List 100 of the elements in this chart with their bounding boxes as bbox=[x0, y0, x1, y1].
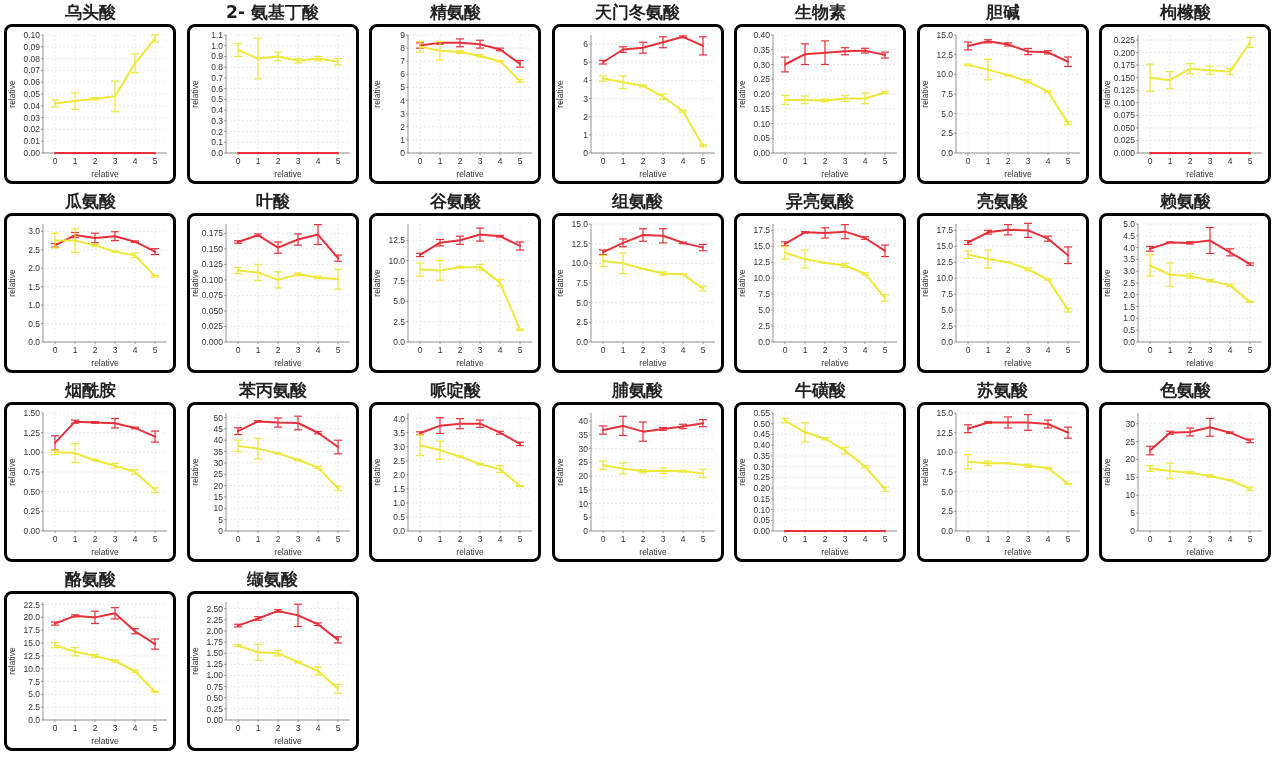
line-series bbox=[236, 420, 339, 449]
x-tick-label: 1 bbox=[1167, 534, 1173, 544]
x-tick-label: 4 bbox=[862, 156, 868, 166]
x-axis-title: relative bbox=[1186, 547, 1214, 557]
y-tick-label: 15.0 bbox=[23, 638, 41, 649]
x-tick-label: 1 bbox=[72, 534, 78, 544]
x-tick-label: 0 bbox=[52, 156, 58, 166]
y-tick-label: 1.50 bbox=[23, 408, 41, 418]
y-tick-label: 25 bbox=[578, 457, 588, 468]
x-tick-label: 1 bbox=[255, 723, 261, 733]
x-tick-label: 3 bbox=[1207, 534, 1213, 544]
y-axis-title: relative bbox=[372, 80, 382, 108]
x-tick-label: 3 bbox=[112, 723, 118, 733]
x-tick-label: 2 bbox=[275, 345, 281, 355]
chart-title: 苏氨酸 bbox=[976, 380, 1029, 400]
x-tick-label: 0 bbox=[965, 156, 971, 166]
y-tick-label: 0.08 bbox=[23, 53, 41, 64]
y-axis-title: relative bbox=[554, 269, 565, 297]
x-tick-label: 4 bbox=[680, 345, 686, 355]
x-tick-label: 0 bbox=[417, 534, 423, 544]
y-axis-title: relative bbox=[372, 269, 382, 297]
x-axis-title: relative bbox=[91, 547, 119, 557]
y-tick-label: 4.0 bbox=[1123, 242, 1136, 253]
x-tick-label: 4 bbox=[1045, 534, 1051, 544]
y-tick-label: 7.5 bbox=[393, 275, 406, 286]
x-tick-label: 5 bbox=[882, 534, 888, 544]
y-tick-label: 0.35 bbox=[753, 450, 771, 461]
x-tick-label: 4 bbox=[497, 534, 503, 544]
x-tick-label: 0 bbox=[52, 345, 58, 355]
chart-title: 哌啶酸 bbox=[428, 380, 482, 400]
y-tick-label: 1.5 bbox=[1123, 301, 1136, 312]
y-axis-title: relative bbox=[919, 269, 930, 297]
x-tick-label: 4 bbox=[132, 723, 138, 733]
y-tick-label: 0.75 bbox=[205, 681, 223, 692]
x-tick-label: 0 bbox=[235, 534, 241, 544]
x-tick-label: 3 bbox=[295, 156, 301, 166]
chart-title: 2- 氨基丁酸 bbox=[225, 2, 320, 22]
y-tick-label: 0.10 bbox=[753, 118, 771, 129]
x-tick-label: 5 bbox=[152, 345, 158, 355]
y-tick-label: 0 bbox=[217, 526, 223, 536]
x-tick-label: 4 bbox=[1227, 156, 1233, 166]
x-tick-label: 3 bbox=[112, 156, 118, 166]
x-tick-label: 5 bbox=[335, 156, 341, 166]
y-tick-label: 0.4 bbox=[210, 105, 223, 116]
y-tick-label: 0.0 bbox=[575, 337, 588, 347]
y-tick-label: 0.5 bbox=[28, 318, 41, 329]
x-axis-title: relative bbox=[638, 358, 667, 368]
y-tick-label: 9 bbox=[400, 30, 406, 40]
y-tick-label: 4.0 bbox=[393, 413, 406, 424]
y-tick-label: 25 bbox=[213, 469, 223, 480]
y-tick-label: 0.0 bbox=[940, 148, 953, 158]
y-tick-label: 0.02 bbox=[23, 124, 41, 135]
x-tick-label: 4 bbox=[1227, 534, 1233, 544]
y-tick-label: 2.0 bbox=[28, 263, 41, 274]
y-tick-label: 0.45 bbox=[753, 429, 771, 440]
x-axis-title: relative bbox=[821, 358, 849, 368]
y-tick-label: 17.5 bbox=[753, 225, 771, 236]
line-series bbox=[966, 40, 1069, 63]
y-tick-label: 35 bbox=[213, 446, 223, 457]
x-tick-label: 5 bbox=[1065, 345, 1071, 355]
y-tick-label: 17.5 bbox=[23, 625, 41, 636]
y-tick-label: 1.00 bbox=[23, 447, 41, 458]
chart-title: 枸橼酸 bbox=[1158, 2, 1212, 22]
x-tick-label: 3 bbox=[660, 534, 666, 544]
y-tick-label: 0.00 bbox=[23, 148, 41, 158]
x-axis-title: relative bbox=[821, 547, 849, 557]
y-tick-label: 1.25 bbox=[205, 659, 223, 670]
y-tick-label: 30 bbox=[1125, 418, 1136, 429]
x-tick-label: 4 bbox=[315, 345, 321, 355]
y-tick-label: 3 bbox=[400, 108, 406, 119]
y-tick-label: 30 bbox=[578, 443, 588, 454]
y-axis-title: relative bbox=[1102, 458, 1112, 486]
x-tick-label: 5 bbox=[517, 534, 523, 544]
x-tick-label: 3 bbox=[477, 156, 483, 166]
y-tick-label: 5 bbox=[1130, 508, 1136, 519]
y-tick-label: 7.5 bbox=[940, 89, 953, 99]
x-tick-label: 1 bbox=[72, 723, 78, 733]
x-tick-label: 1 bbox=[620, 534, 626, 544]
x-tick-label: 0 bbox=[52, 534, 58, 544]
y-tick-label: 5 bbox=[217, 514, 223, 525]
y-tick-label: 0 bbox=[582, 148, 588, 158]
y-tick-label: 2 bbox=[400, 121, 406, 132]
y-tick-label: 0.200 bbox=[1113, 47, 1136, 58]
y-tick-label: 2.5 bbox=[940, 321, 953, 332]
y-tick-label: 0.35 bbox=[753, 44, 771, 55]
y-tick-label: 6 bbox=[582, 39, 588, 50]
x-axis-title: relative bbox=[91, 169, 119, 179]
x-tick-label: 3 bbox=[477, 345, 483, 355]
x-tick-label: 0 bbox=[417, 156, 423, 166]
x-tick-label: 2 bbox=[640, 345, 646, 355]
y-axis-title: relative bbox=[737, 458, 747, 486]
chart-title: 乌头酸 bbox=[63, 2, 117, 22]
y-tick-label: 3.5 bbox=[1123, 254, 1136, 265]
y-tick-label: 0.0 bbox=[393, 337, 406, 347]
x-axis-title: relative bbox=[456, 358, 484, 368]
x-tick-label: 5 bbox=[700, 345, 706, 355]
y-tick-label: 5.0 bbox=[940, 486, 953, 497]
x-tick-label: 2 bbox=[640, 156, 646, 166]
y-tick-label: 0.075 bbox=[201, 290, 223, 301]
x-tick-label: 4 bbox=[497, 345, 503, 355]
